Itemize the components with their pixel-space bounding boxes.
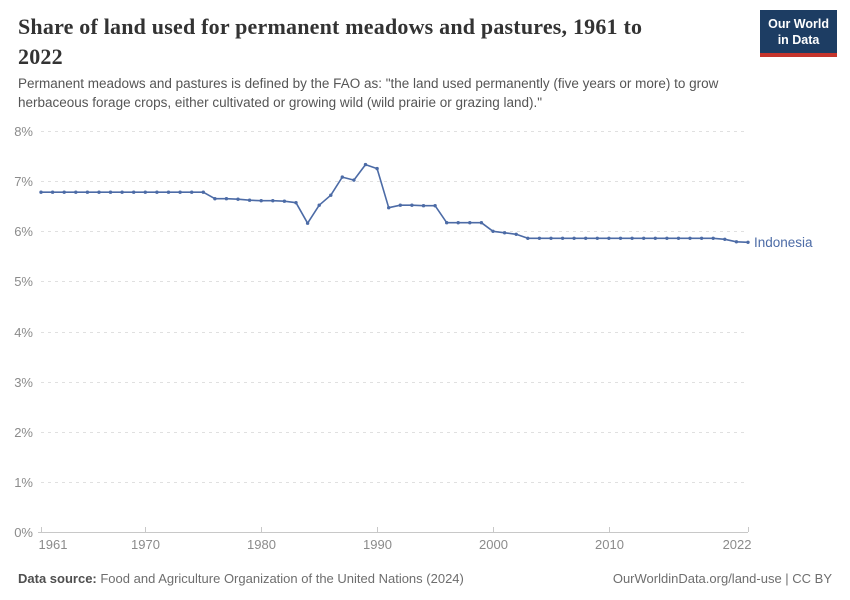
subtitle-line-1: Permanent meadows and pastures is define… bbox=[18, 76, 719, 91]
data-point[interactable] bbox=[479, 221, 484, 225]
data-point[interactable] bbox=[224, 197, 229, 201]
x-tick-label: 1980 bbox=[247, 537, 276, 552]
data-point[interactable] bbox=[155, 190, 159, 194]
data-point[interactable] bbox=[294, 201, 298, 205]
y-tick-label: 2% bbox=[14, 425, 33, 440]
x-tick-label: 2000 bbox=[479, 537, 508, 552]
logo-line-1: Our World bbox=[768, 17, 829, 31]
page-title: Share of land used for permanent meadows… bbox=[18, 12, 718, 72]
data-point[interactable] bbox=[39, 190, 43, 194]
data-point[interactable] bbox=[74, 190, 78, 194]
data-point[interactable] bbox=[421, 204, 426, 208]
data-point[interactable] bbox=[282, 199, 287, 203]
data-point[interactable] bbox=[468, 221, 472, 225]
data-point[interactable] bbox=[456, 221, 460, 225]
data-point[interactable] bbox=[352, 178, 356, 182]
data-point[interactable] bbox=[213, 197, 217, 201]
data-point[interactable] bbox=[618, 236, 623, 240]
y-tick-label: 0% bbox=[14, 525, 33, 540]
owid-logo[interactable]: Our World in Data bbox=[760, 10, 837, 58]
data-point[interactable] bbox=[190, 190, 194, 194]
data-source-text: Food and Agriculture Organization of the… bbox=[96, 571, 464, 586]
data-point[interactable] bbox=[317, 203, 321, 207]
data-point[interactable] bbox=[166, 190, 171, 194]
y-tick-label: 6% bbox=[14, 224, 33, 239]
data-point[interactable] bbox=[271, 199, 275, 203]
data-point[interactable] bbox=[526, 236, 530, 240]
data-point[interactable] bbox=[537, 236, 542, 240]
data-point[interactable] bbox=[491, 229, 495, 233]
data-point[interactable] bbox=[514, 232, 518, 236]
data-point[interactable] bbox=[711, 236, 715, 240]
data-point[interactable] bbox=[259, 199, 263, 203]
y-tick-label: 5% bbox=[14, 274, 33, 289]
data-point[interactable] bbox=[305, 221, 310, 225]
data-point[interactable] bbox=[746, 240, 750, 244]
data-point[interactable] bbox=[236, 197, 240, 201]
y-tick-label: 8% bbox=[14, 124, 33, 139]
x-tick-label: 2022 bbox=[723, 537, 752, 552]
data-point[interactable] bbox=[363, 162, 368, 167]
data-point[interactable] bbox=[85, 190, 90, 194]
chart-footer: Data source: Food and Agriculture Organi… bbox=[18, 571, 832, 586]
data-point[interactable] bbox=[375, 166, 379, 171]
data-point[interactable] bbox=[630, 236, 634, 240]
data-point[interactable] bbox=[595, 236, 599, 240]
data-point[interactable] bbox=[120, 190, 124, 194]
data-point[interactable] bbox=[398, 203, 402, 207]
data-point[interactable] bbox=[665, 236, 669, 240]
data-point[interactable] bbox=[699, 236, 704, 240]
data-point[interactable] bbox=[549, 236, 553, 240]
data-point[interactable] bbox=[178, 190, 182, 194]
data-point[interactable] bbox=[201, 190, 205, 194]
data-point[interactable] bbox=[688, 236, 692, 240]
data-point[interactable] bbox=[387, 206, 391, 210]
chart-subtitle: Permanent meadows and pastures is define… bbox=[18, 74, 798, 112]
x-tick-label: 1970 bbox=[131, 537, 160, 552]
y-tick-label: 7% bbox=[14, 174, 33, 189]
data-point[interactable] bbox=[572, 236, 576, 240]
series-label-indonesia[interactable]: Indonesia bbox=[754, 235, 813, 250]
x-tick-label: 2010 bbox=[595, 537, 624, 552]
x-tick-label: 1961 bbox=[39, 537, 68, 552]
data-line-indonesia[interactable] bbox=[40, 163, 749, 244]
data-point[interactable] bbox=[584, 236, 588, 240]
y-tick-label: 1% bbox=[14, 475, 33, 490]
subtitle-line-2: herbaceous forage crops, either cultivat… bbox=[18, 95, 543, 110]
data-point[interactable] bbox=[97, 190, 101, 194]
title-line-1: Share of land used for permanent meadows… bbox=[18, 14, 643, 39]
data-point[interactable] bbox=[433, 204, 437, 208]
data-point[interactable] bbox=[62, 190, 66, 194]
data-point[interactable] bbox=[653, 236, 657, 240]
data-point[interactable] bbox=[676, 236, 681, 240]
data-point[interactable] bbox=[329, 193, 333, 197]
data-point[interactable] bbox=[734, 240, 739, 244]
data-point[interactable] bbox=[108, 190, 113, 194]
title-line-2: 2022 bbox=[18, 44, 63, 69]
data-point[interactable] bbox=[560, 236, 565, 240]
data-source-label: Data source: bbox=[18, 571, 97, 586]
y-tick-label: 4% bbox=[14, 325, 33, 340]
data-point[interactable] bbox=[340, 175, 344, 179]
data-point[interactable] bbox=[143, 190, 147, 194]
x-tick-label: 1990 bbox=[363, 537, 392, 552]
data-point[interactable] bbox=[132, 190, 136, 194]
data-point[interactable] bbox=[642, 236, 646, 240]
data-source-note: Data source: Food and Agriculture Organi… bbox=[18, 571, 464, 586]
data-point[interactable] bbox=[723, 237, 727, 241]
data-point[interactable] bbox=[50, 190, 55, 194]
logo-line-2: in Data bbox=[777, 32, 820, 47]
license-link[interactable]: OurWorldinData.org/land-use | CC BY bbox=[612, 571, 832, 586]
data-point[interactable] bbox=[445, 221, 449, 225]
data-point[interactable] bbox=[502, 231, 507, 235]
data-point[interactable] bbox=[607, 236, 611, 240]
y-tick-label: 3% bbox=[14, 375, 33, 390]
data-point[interactable] bbox=[410, 203, 414, 207]
data-point[interactable] bbox=[247, 198, 252, 202]
